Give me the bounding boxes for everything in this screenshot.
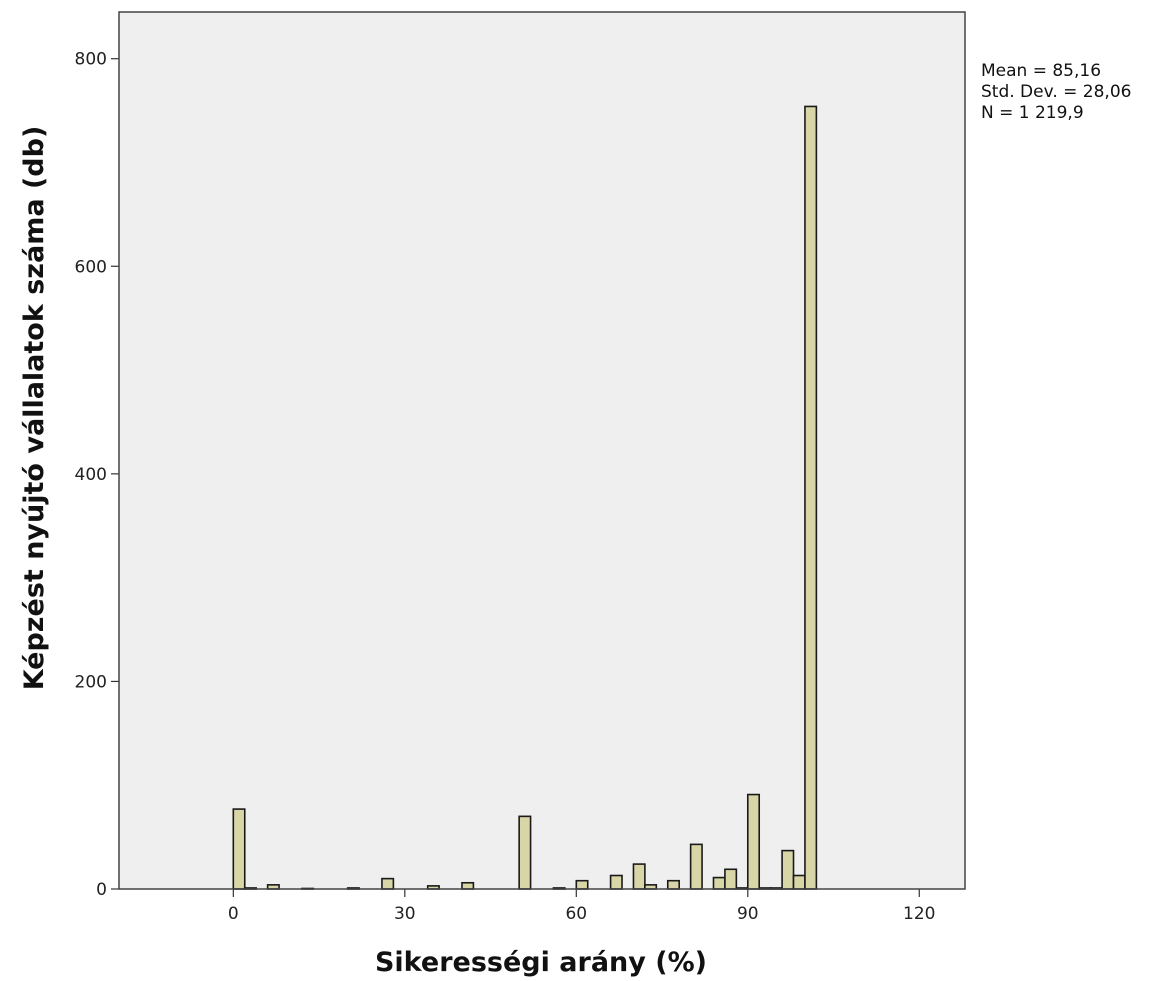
plot-frame bbox=[118, 11, 966, 890]
plot-area bbox=[119, 12, 965, 889]
histogram-bar bbox=[575, 879, 589, 890]
histogram-bar bbox=[689, 843, 703, 890]
histogram-bar bbox=[781, 849, 795, 890]
x-tick-label: 30 bbox=[394, 904, 416, 924]
histogram-bar bbox=[666, 879, 680, 890]
x-tick-label: 90 bbox=[737, 904, 759, 924]
histogram-bar bbox=[792, 874, 806, 890]
y-axis-title: Képzést nyújtó vállalatok száma (db) bbox=[19, 126, 50, 691]
histogram-bar bbox=[232, 808, 246, 890]
histogram-bar bbox=[712, 876, 726, 890]
histogram-bar bbox=[609, 874, 623, 890]
histogram-bar bbox=[632, 863, 646, 890]
bars-group bbox=[232, 105, 818, 890]
histogram-bar bbox=[746, 793, 761, 890]
stats-n: N = 1 219,9 bbox=[981, 103, 1084, 123]
y-axis: 0 200 400 600 800 bbox=[75, 50, 119, 900]
x-tick-label: 60 bbox=[565, 904, 587, 924]
y-tick-label: 0 bbox=[96, 880, 107, 900]
y-tick-label: 600 bbox=[75, 257, 107, 277]
histogram-bar bbox=[461, 881, 475, 890]
histogram-bar bbox=[518, 815, 532, 890]
histogram-bar bbox=[381, 877, 395, 890]
y-tick-label: 400 bbox=[75, 465, 107, 485]
x-axis: 0 30 60 90 120 bbox=[228, 889, 935, 924]
x-tick-label: 0 bbox=[228, 904, 239, 924]
stats-box: Mean = 85,16 Std. Dev. = 28,06 N = 1 219… bbox=[981, 61, 1131, 123]
x-axis-title: Sikerességi arány (%) bbox=[375, 947, 707, 978]
stats-mean: Mean = 85,16 bbox=[981, 61, 1101, 81]
histogram-bar bbox=[804, 105, 818, 890]
histogram-bar bbox=[724, 868, 738, 890]
y-tick-label: 800 bbox=[75, 50, 107, 70]
y-tick-label: 200 bbox=[75, 672, 107, 692]
stats-std-dev: Std. Dev. = 28,06 bbox=[981, 82, 1131, 102]
x-tick-label: 120 bbox=[903, 904, 935, 924]
